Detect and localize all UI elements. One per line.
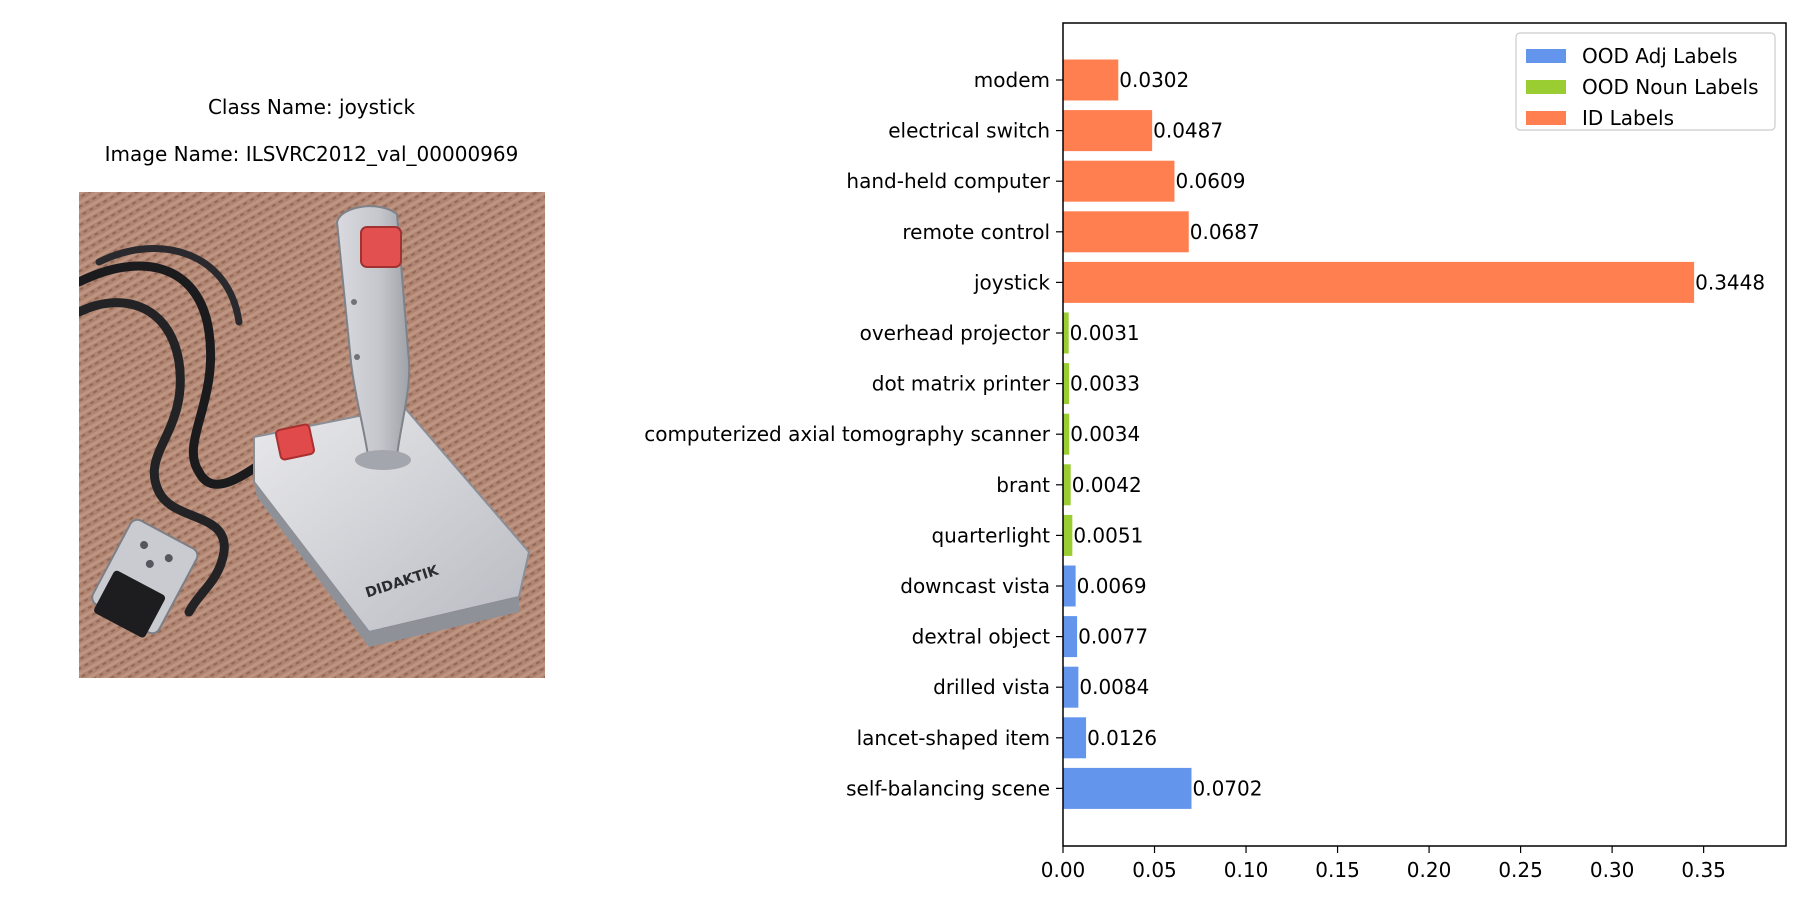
bar-value-label-13: 0.0126: [1087, 726, 1157, 750]
y-tick-label-3: remote control: [902, 220, 1050, 244]
legend-label-0: OOD Adj Labels: [1582, 44, 1738, 68]
bar-3: [1063, 211, 1189, 253]
y-tick-label-4: joystick: [973, 270, 1050, 294]
bar-0: [1063, 59, 1119, 101]
bar-value-label-2: 0.0609: [1175, 169, 1245, 193]
axes-frame: [1062, 22, 1787, 847]
bar-value-label-1: 0.0487: [1153, 119, 1223, 143]
legend-swatch-2: [1526, 111, 1566, 125]
y-tick-label-6: dot matrix printer: [872, 372, 1051, 396]
bar-6: [1063, 363, 1070, 405]
bar-value-label-10: 0.0069: [1077, 574, 1147, 598]
x-tick-label-1: 0.05: [1132, 858, 1177, 882]
bar-value-label-12: 0.0084: [1079, 675, 1149, 699]
legend-swatch-1: [1526, 80, 1566, 94]
x-tick-label-7: 0.35: [1681, 858, 1726, 882]
bar-value-label-7: 0.0034: [1070, 422, 1140, 446]
y-tick-label-12: drilled vista: [933, 675, 1050, 699]
legend-swatch-0: [1526, 49, 1566, 63]
x-tick-label-5: 0.25: [1498, 858, 1543, 882]
legend-label-1: OOD Noun Labels: [1582, 75, 1759, 99]
y-tick-label-13: lancet-shaped item: [857, 726, 1050, 750]
class-name-caption: Class Name: joystick: [207, 95, 416, 119]
bar-10: [1063, 565, 1076, 607]
bar-value-label-3: 0.0687: [1190, 220, 1260, 244]
bar-value-label-6: 0.0033: [1070, 372, 1140, 396]
x-tick-label-3: 0.15: [1315, 858, 1360, 882]
bar-value-label-4: 0.3448: [1695, 270, 1765, 294]
x-tick-label-6: 0.30: [1590, 858, 1635, 882]
y-tick-label-8: brant: [996, 473, 1050, 497]
legend-frame: [1515, 32, 1776, 131]
y-tick-label-11: dextral object: [912, 625, 1051, 649]
y-tick-label-5: overhead projector: [860, 321, 1051, 345]
image-name-caption: Image Name: ILSVRC2012_val_00000969: [104, 142, 519, 166]
y-tick-label-10: downcast vista: [900, 574, 1050, 598]
x-tick-label-4: 0.20: [1407, 858, 1452, 882]
y-tick-label-7: computerized axial tomography scanner: [644, 422, 1051, 446]
bar-7: [1063, 413, 1070, 455]
y-tick-label-1: electrical switch: [888, 119, 1050, 143]
y-tick-label-0: modem: [974, 68, 1050, 92]
bar-8: [1063, 464, 1071, 506]
chart-legend: OOD Adj Labels OOD Noun Labels ID Labels: [1515, 32, 1776, 131]
bar-1: [1063, 110, 1153, 152]
bar-9: [1063, 514, 1073, 556]
bar-2: [1063, 160, 1175, 202]
y-tick-label-9: quarterlight: [931, 523, 1050, 547]
bar-value-label-8: 0.0042: [1072, 473, 1142, 497]
bar-value-label-0: 0.0302: [1119, 68, 1189, 92]
bar-13: [1063, 717, 1087, 759]
bar-5: [1063, 312, 1069, 354]
y-tick-label-14: self-balancing scene: [846, 776, 1050, 800]
bar-value-label-5: 0.0031: [1070, 321, 1140, 345]
bar-value-label-9: 0.0051: [1073, 523, 1143, 547]
x-tick-label-0: 0.00: [1041, 858, 1086, 882]
bar-4: [1063, 261, 1695, 303]
bar-value-label-14: 0.0702: [1192, 776, 1262, 800]
x-tick-label-2: 0.10: [1224, 858, 1269, 882]
bar-14: [1063, 767, 1192, 809]
bar-11: [1063, 616, 1078, 658]
bar-12: [1063, 666, 1079, 708]
y-tick-label-2: hand-held computer: [846, 169, 1050, 193]
bar-value-label-11: 0.0077: [1078, 625, 1148, 649]
legend-label-2: ID Labels: [1582, 106, 1674, 130]
joystick-photo: DIDAKTIK: [79, 192, 545, 678]
